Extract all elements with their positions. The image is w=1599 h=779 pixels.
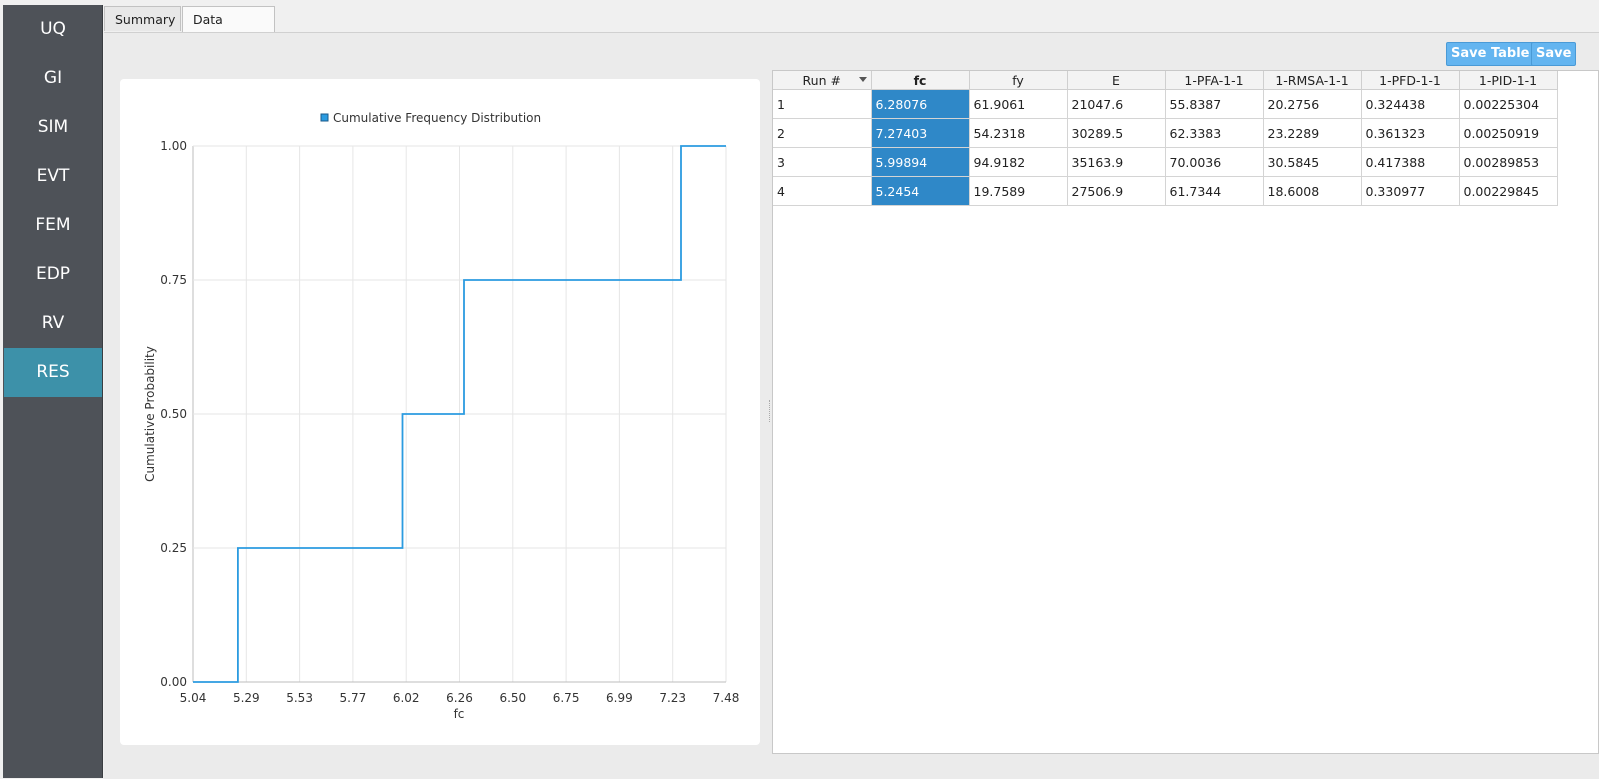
column-header-pid[interactable]: 1-PID-1-1 (1459, 71, 1558, 90)
column-header-label: Run # (802, 72, 841, 88)
table-cell[interactable]: 94.9182 (969, 147, 1068, 177)
sidebar-item-gi[interactable]: GI (43, 68, 63, 88)
legend-swatch (320, 113, 329, 122)
table-cell[interactable]: 4 (773, 176, 872, 206)
column-header-fc[interactable]: fc (871, 71, 970, 90)
table-cell[interactable]: 0.330977 (1361, 176, 1460, 206)
table-cell[interactable]: 27506.9 (1067, 176, 1166, 206)
y-tick-label: 0.75 (160, 273, 187, 287)
x-tick-label: 7.48 (713, 691, 740, 705)
table-cell[interactable]: 20.2756 (1263, 89, 1362, 119)
table-cell[interactable]: 61.9061 (969, 89, 1068, 119)
table-cell[interactable]: 0.00229845 (1459, 176, 1558, 206)
table-cell[interactable]: 70.0036 (1165, 147, 1264, 177)
table-row[interactable]: 1 6.28076 61.9061 21047.6 55.8387 20.2756 0.32… (773, 89, 1558, 119)
table-cell[interactable]: 0.00289853 (1459, 147, 1558, 177)
sidebar-item-sim[interactable]: SIM (37, 117, 69, 137)
table-cell[interactable]: 35163.9 (1067, 147, 1166, 177)
sidebar: UQ GI SIM EVT FEM EDP RV RES (3, 5, 103, 778)
legend-label: Cumulative Frequency Distribution (333, 111, 541, 125)
column-header-fy[interactable]: fy (969, 71, 1068, 90)
y-axis-label: Cumulative Probability (143, 346, 157, 482)
table-row[interactable]: 4 5.2454 19.7589 27506.9 61.7344 18.6008 0.330… (773, 176, 1558, 206)
x-tick-label: 5.53 (286, 691, 313, 705)
splitter-handle[interactable] (769, 400, 772, 422)
table-cell[interactable]: 0.00225304 (1459, 89, 1558, 119)
y-tick-label: 0.00 (160, 675, 187, 689)
sidebar-item-uq[interactable]: UQ (40, 19, 66, 39)
data-table[interactable]: Run # fc fy E 1-PFA-1-1 1-RMSA-1-1 1-PFD… (772, 70, 1599, 754)
tab-summary[interactable]: Summary (104, 6, 181, 31)
column-header-rmsa[interactable]: 1-RMSA-1-1 (1263, 71, 1362, 90)
cdf-series-line (193, 145, 726, 683)
column-header-pfd[interactable]: 1-PFD-1-1 (1361, 71, 1460, 90)
sidebar-item-fem[interactable]: FEM (35, 215, 71, 235)
table-cell[interactable]: 0.324438 (1361, 89, 1460, 119)
table-cell[interactable]: 54.2318 (969, 118, 1068, 148)
y-tick-label: 0.50 (160, 407, 187, 421)
sidebar-item-evt[interactable]: EVT (36, 166, 70, 186)
x-tick-label: 6.50 (499, 691, 526, 705)
column-header-e[interactable]: E (1067, 71, 1166, 90)
table-cell[interactable]: 1 (773, 89, 872, 119)
table-cell[interactable]: 55.8387 (1165, 89, 1264, 119)
x-tick-label: 6.75 (553, 691, 580, 705)
table-cell[interactable]: 62.3383 (1165, 118, 1264, 148)
x-tick-label: 6.26 (446, 691, 473, 705)
x-tick-label: 6.99 (606, 691, 633, 705)
y-tick-label: 1.00 (160, 139, 187, 153)
sidebar-item-res[interactable]: RES (4, 348, 102, 397)
x-tick-label: 5.29 (233, 691, 260, 705)
column-header-pfa[interactable]: 1-PFA-1-1 (1165, 71, 1264, 90)
x-tick-label: 5.04 (180, 691, 207, 705)
table-cell[interactable]: 6.28076 (871, 89, 970, 119)
table-cell[interactable]: 18.6008 (1263, 176, 1362, 206)
table-cell[interactable]: 5.99894 (871, 147, 970, 177)
table-cell[interactable]: 5.2454 (871, 176, 970, 206)
table-cell[interactable]: 23.2289 (1263, 118, 1362, 148)
table-row[interactable]: 3 5.99894 94.9182 35163.9 70.0036 30.5845 0.41… (773, 147, 1558, 177)
x-tick-label: 7.23 (659, 691, 686, 705)
table-cell[interactable]: 0.00250919 (1459, 118, 1558, 148)
cdf-chart: 5.04 5.29 5.53 5.77 6.02 6.26 6.50 6.75 6.99 7.23… (143, 111, 740, 721)
sidebar-item-rv[interactable]: RV (41, 313, 65, 333)
x-axis-label: fc (454, 707, 465, 721)
sort-arrow-icon (858, 77, 867, 82)
table-cell[interactable]: 0.417388 (1361, 147, 1460, 177)
table-cell[interactable]: 30289.5 (1067, 118, 1166, 148)
table-cell[interactable]: 30.5845 (1263, 147, 1362, 177)
sidebar-item-edp[interactable]: EDP (35, 264, 71, 284)
table-cell[interactable]: 2 (773, 118, 872, 148)
chart-panel: 5.04 5.29 5.53 5.77 6.02 6.26 6.50 6.75 6.99 7.23… (120, 79, 760, 745)
x-tick-label: 5.77 (340, 691, 367, 705)
table-cell[interactable]: 21047.6 (1067, 89, 1166, 119)
column-header-run[interactable]: Run # (773, 71, 872, 90)
table-cell[interactable]: 19.7589 (969, 176, 1068, 206)
save-button[interactable]: Save (1531, 42, 1577, 66)
table-cell[interactable]: 0.361323 (1361, 118, 1460, 148)
y-tick-label: 0.25 (160, 541, 187, 555)
table-cell[interactable]: 7.27403 (871, 118, 970, 148)
x-tick-label: 6.02 (393, 691, 420, 705)
save-table-button[interactable]: Save Table (1446, 42, 1535, 66)
tab-data-values[interactable]: Data Values (182, 6, 275, 52)
table-cell[interactable]: 3 (773, 147, 872, 177)
table-cell[interactable]: 61.7344 (1165, 176, 1264, 206)
table-row[interactable]: 2 7.27403 54.2318 30289.5 62.3383 23.2289 0.36… (773, 118, 1558, 148)
